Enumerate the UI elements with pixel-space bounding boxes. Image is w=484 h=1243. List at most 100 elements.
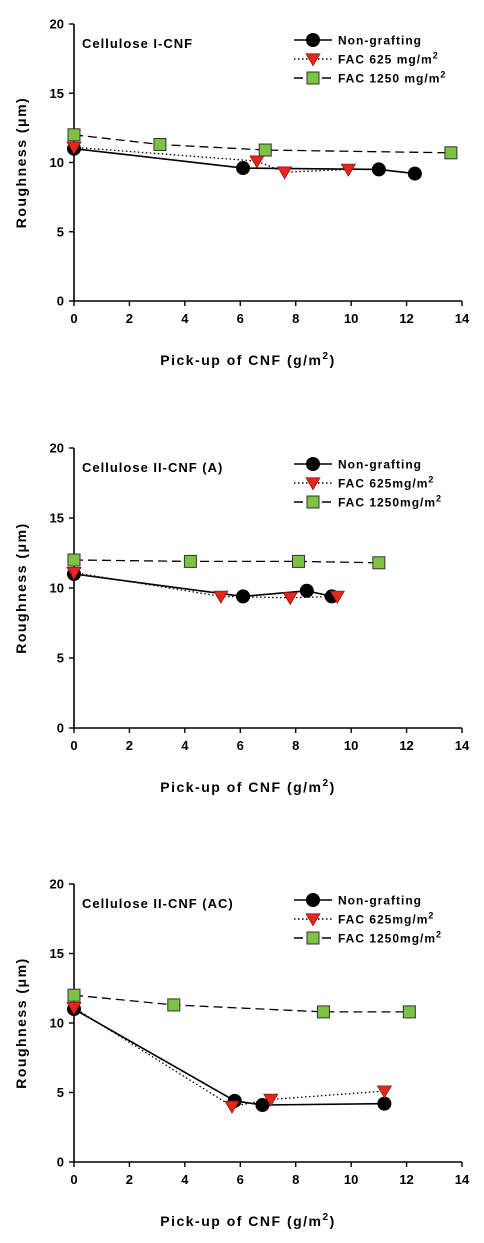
x-tick-label: 4 [181,738,189,753]
y-tick-label: 20 [50,877,64,892]
x-tick-label: 6 [237,738,244,753]
x-axis-title-end: ) [330,779,336,795]
series-3 [67,128,458,160]
legend-label-text: FAC 1250mg/m [338,496,436,510]
chart-panel-3: 0 5 10 15 20 0 2 4 6 8 10 12 14 Roughness (μm) Pick-up… [13,877,470,1230]
y-tick-label: 5 [57,224,64,239]
x-tick-label: 12 [399,1172,413,1187]
x-axis-title: Pick-up of CNF (g/m2) [160,351,336,368]
y-tick-label: 15 [50,86,64,101]
data-point [183,554,197,568]
data-point [372,556,386,570]
x-axis-title-sup: 2 [323,1212,330,1223]
data-point [282,592,298,606]
series-line [73,573,332,598]
data-point [329,590,345,604]
x-tick-label: 12 [399,738,413,753]
x-tick-label: 10 [344,1172,358,1187]
data-point [402,1005,416,1019]
legend-label-text: FAC 1250 mg/m [338,72,440,86]
x-axis-title-sup: 2 [323,778,330,789]
series-line [73,994,410,1013]
legend-label-sup: 2 [440,70,446,80]
y-tick-label: 0 [57,721,64,736]
y-axis-title: Roughness (μm) [13,97,29,228]
x-tick-label: 14 [455,1172,470,1187]
data-point [263,1093,279,1107]
legend-marker [305,913,321,927]
legend-label-text: FAC 625mg/m [338,913,428,927]
data-point [213,590,229,604]
y-tick-label: 10 [50,581,64,596]
data-point [407,166,422,181]
y-tick-label: 0 [57,294,64,309]
legend-marker [306,71,320,85]
legend: Non-grafting FAC 625mg/m2 FAC 1250mg/m2 [294,457,442,510]
x-axis-title-end: ) [330,352,336,368]
legend-label: FAC 1250mg/m2 [338,494,442,510]
series-3 [67,553,386,570]
series-line [73,559,379,564]
panel-label: Cellulose I-CNF [82,36,193,51]
x-axis-title: Pick-up of CNF (g/m2) [160,1212,336,1229]
series-1 [67,1002,392,1113]
y-tick-label: 15 [50,946,64,961]
data-point [444,146,458,160]
data-point [236,161,251,176]
legend-label: Non-grafting [338,894,422,908]
legend-label: FAC 625mg/m2 [338,911,434,927]
panel-label: Cellulose II-CNF (A) [82,460,223,475]
series-line [73,146,349,173]
x-tick-label: 10 [344,738,358,753]
data-point [377,1096,392,1111]
series-line [73,1007,385,1108]
y-tick-label: 15 [50,511,64,526]
x-tick-label: 2 [126,1172,133,1187]
legend-label-text: FAC 625 mg/m [338,53,433,67]
series-1 [67,567,339,604]
data-point [66,566,82,581]
data-point [67,988,81,1002]
x-tick-label: 6 [237,311,244,326]
panel-label: Cellulose II-CNF (AC) [82,896,234,911]
data-point [167,998,181,1012]
data-point [291,554,305,568]
series-line [73,1008,385,1106]
x-tick-label: 0 [70,311,77,326]
data-point [66,141,82,155]
x-axis-title-main: Pick-up of CNF (g/m [160,352,322,368]
legend-marker [306,893,320,907]
data-point [153,137,167,151]
data-point [276,166,293,180]
series-3 [67,988,416,1019]
data-point [236,589,251,604]
data-point [66,1002,82,1016]
x-axis-title-main: Pick-up of CNF (g/m [160,779,322,795]
y-tick-label: 10 [50,155,64,170]
legend-label-sup: 2 [433,51,439,61]
legend-label-text: Non-grafting [338,458,422,472]
data-point [376,1085,393,1099]
chart-panel-1: 0 5 10 15 20 0 2 4 6 8 10 12 14 Roughness (μm) Pick-up… [13,17,470,369]
legend-marker [306,495,320,509]
y-tick-label: 10 [50,1016,64,1031]
x-tick-label: 0 [70,738,77,753]
y-tick-label: 0 [57,1155,64,1170]
legend-label-text: Non-grafting [338,894,422,908]
y-tick-label: 20 [50,441,64,456]
x-tick-label: 8 [292,1172,299,1187]
legend-label: FAC 625mg/m2 [338,475,434,491]
data-point [67,553,81,567]
series-2 [66,141,357,180]
legend-label-text: FAC 625mg/m [338,477,428,491]
x-tick-label: 2 [126,311,133,326]
x-tick-label: 14 [455,738,470,753]
x-tick-label: 6 [237,1172,244,1187]
legend-marker [306,33,320,47]
data-point [255,1098,270,1113]
legend-marker [305,53,321,67]
legend-marker [305,477,321,491]
data-point [371,162,386,177]
